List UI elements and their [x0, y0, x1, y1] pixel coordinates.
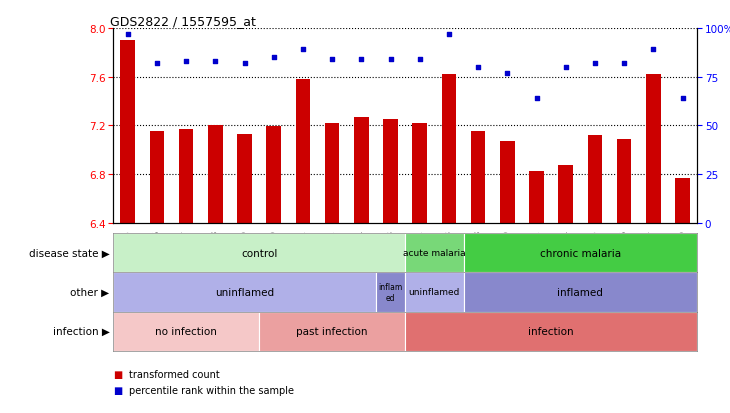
Point: [122, 31, 134, 38]
Point: [326, 57, 338, 63]
Point: [180, 59, 192, 65]
Text: other ▶: other ▶: [70, 287, 110, 297]
Bar: [405, 233, 464, 273]
Text: uninflamed: uninflamed: [409, 288, 460, 297]
Bar: [529, 172, 544, 223]
Bar: [259, 312, 405, 351]
Bar: [113, 233, 405, 273]
Text: transformed count: transformed count: [129, 369, 220, 379]
Bar: [617, 139, 631, 223]
Bar: [208, 126, 223, 223]
Bar: [383, 120, 398, 223]
Point: [502, 70, 513, 77]
Bar: [405, 273, 464, 312]
Text: infection: infection: [529, 326, 574, 337]
Bar: [500, 142, 515, 223]
Bar: [558, 166, 573, 223]
Text: uninflamed: uninflamed: [215, 287, 274, 297]
Bar: [325, 123, 339, 223]
Bar: [646, 75, 661, 223]
Bar: [464, 273, 697, 312]
Point: [618, 61, 630, 67]
Text: past infection: past infection: [296, 326, 368, 337]
Text: acute malaria: acute malaria: [403, 249, 466, 257]
Bar: [354, 117, 369, 223]
Point: [297, 47, 309, 54]
Text: inflam
ed: inflam ed: [378, 282, 403, 302]
Point: [472, 64, 484, 71]
Point: [560, 64, 572, 71]
Bar: [412, 123, 427, 223]
Bar: [471, 132, 485, 223]
Text: infection ▶: infection ▶: [53, 326, 110, 337]
Text: no infection: no infection: [155, 326, 217, 337]
Bar: [150, 132, 164, 223]
Bar: [588, 136, 602, 223]
Point: [356, 57, 367, 63]
Bar: [675, 178, 690, 223]
Text: percentile rank within the sample: percentile rank within the sample: [129, 385, 294, 395]
Point: [268, 55, 280, 61]
Text: GDS2822 / 1557595_at: GDS2822 / 1557595_at: [110, 15, 256, 28]
Bar: [237, 135, 252, 223]
Bar: [464, 233, 697, 273]
Bar: [179, 130, 193, 223]
Text: chronic malaria: chronic malaria: [539, 248, 621, 258]
Bar: [442, 75, 456, 223]
Text: inflamed: inflamed: [558, 287, 603, 297]
Point: [648, 47, 659, 54]
Text: control: control: [241, 248, 277, 258]
Bar: [113, 273, 376, 312]
Point: [677, 95, 688, 102]
Point: [531, 95, 542, 102]
Bar: [120, 41, 135, 223]
Text: ■: ■: [113, 385, 123, 395]
Bar: [296, 80, 310, 223]
Point: [385, 57, 396, 63]
Point: [151, 61, 163, 67]
Point: [210, 59, 221, 65]
Point: [589, 61, 601, 67]
Text: ■: ■: [113, 369, 123, 379]
Bar: [113, 312, 259, 351]
Point: [239, 61, 250, 67]
Bar: [376, 273, 405, 312]
Point: [443, 31, 455, 38]
Bar: [405, 312, 697, 351]
Text: disease state ▶: disease state ▶: [28, 248, 109, 258]
Bar: [266, 127, 281, 223]
Point: [414, 57, 426, 63]
